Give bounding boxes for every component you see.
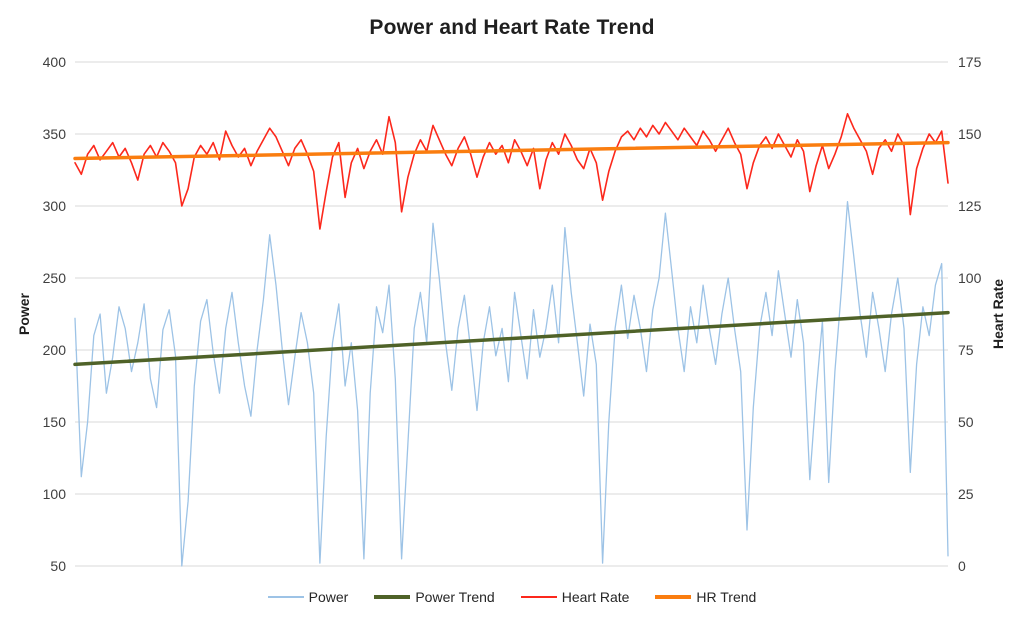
legend-swatch-line [520,596,557,598]
legend-label: Heart Rate [561,589,630,605]
chart-title: Power and Heart Rate Trend [369,16,655,39]
left-axis-tick: 200 [42,342,66,358]
right-axis-tick: 125 [958,198,982,214]
legend-label: HR Trend [696,589,757,605]
right-axis-tick: 175 [958,54,982,70]
left-axis-tick: 300 [42,198,66,214]
left-axis-tick: 400 [42,54,66,70]
right-axis-tick: 100 [958,270,982,286]
left-axis-tick: 250 [42,270,66,286]
left-axis-title: Power [16,292,32,336]
legend-swatch-line [374,595,411,599]
legend-label: Power Trend [415,589,495,605]
heart-rate-series-line [74,113,949,230]
left-axis-tick: 50 [50,558,66,574]
legend-item-power: Power [267,589,349,605]
hr-trend-series-line [73,140,950,161]
legend-swatch-line [267,596,304,598]
right-axis-tick: 50 [958,414,974,430]
left-axis-tick: 100 [42,486,66,502]
legend-label: Power [308,589,349,605]
legend-item-power-trend: Power Trend [374,589,495,605]
power-series-line [74,201,949,567]
power-trend-series-line [73,310,950,367]
right-axis-tick: 150 [958,126,982,142]
left-axis-tick: 150 [42,414,66,430]
legend-item-heart-rate: Heart Rate [520,589,630,605]
right-axis-title: Heart Rate [990,278,1006,350]
left-axis-tick: 350 [42,126,66,142]
right-axis-tick: 75 [958,342,974,358]
legend: Power Power Trend Heart Rate HR Trend [0,589,1024,605]
legend-item-hr-trend: HR Trend [655,589,756,605]
right-axis-tick: 0 [958,558,966,574]
legend-swatch-line [655,595,692,599]
right-axis-tick: 25 [958,486,974,502]
